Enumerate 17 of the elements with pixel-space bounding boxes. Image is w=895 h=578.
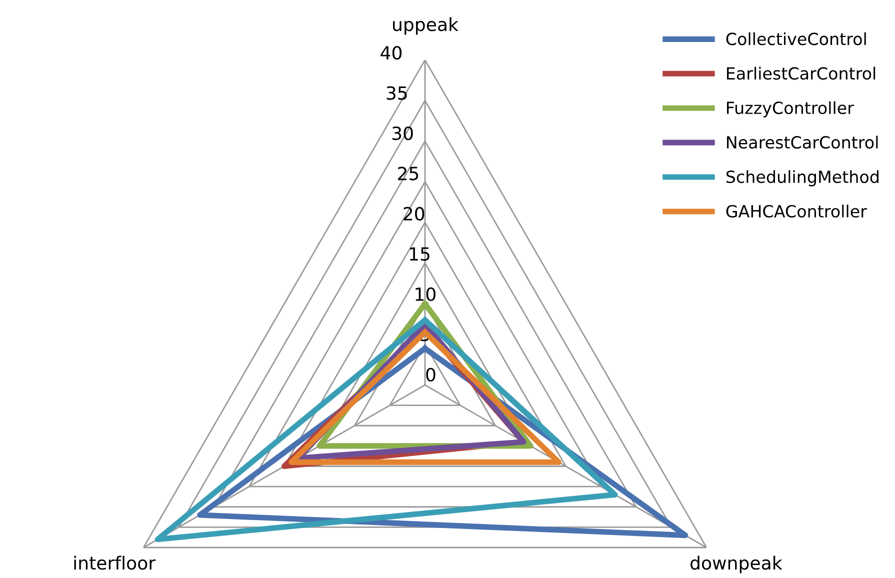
y-tick-label: 0 (426, 368, 436, 382)
spoke-label: downpeak (690, 556, 782, 574)
y-tick-label: 20 (404, 206, 424, 221)
legend-label: NearestCarControl (727, 136, 878, 149)
legend-label: FuzzyController (727, 101, 854, 118)
spoke-label: interfloor (74, 556, 156, 570)
y-tick-label: 25 (398, 166, 418, 180)
spoke-label: uppeak (393, 17, 458, 35)
y-tick-label: 15 (410, 247, 430, 261)
legend-label: EarliestCarControl (727, 66, 876, 80)
y-tick-label: 40 (380, 46, 402, 60)
legend-label: SchedulingMethod (726, 170, 878, 186)
legend-label: CollectiveControl (726, 32, 866, 46)
legend-label: GAHCAController (726, 204, 867, 218)
y-tick-label: 30 (392, 126, 413, 140)
y-tick-label: 10 (416, 287, 436, 302)
y-tick-label: 35 (386, 86, 407, 100)
